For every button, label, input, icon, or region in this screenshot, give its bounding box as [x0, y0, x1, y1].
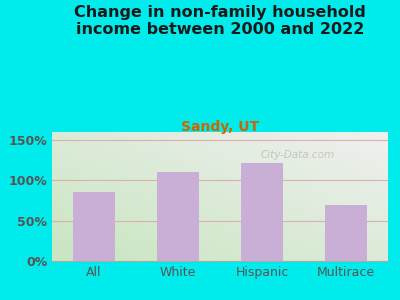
Bar [73, 193, 115, 261]
Text: Change in non-family household
income between 2000 and 2022: Change in non-family household income be… [74, 4, 366, 37]
Text: City-Data.com: City-Data.com [260, 150, 334, 160]
Bar [241, 163, 283, 261]
Bar [157, 172, 199, 261]
Bar [325, 205, 367, 261]
Text: Sandy, UT: Sandy, UT [181, 120, 259, 134]
